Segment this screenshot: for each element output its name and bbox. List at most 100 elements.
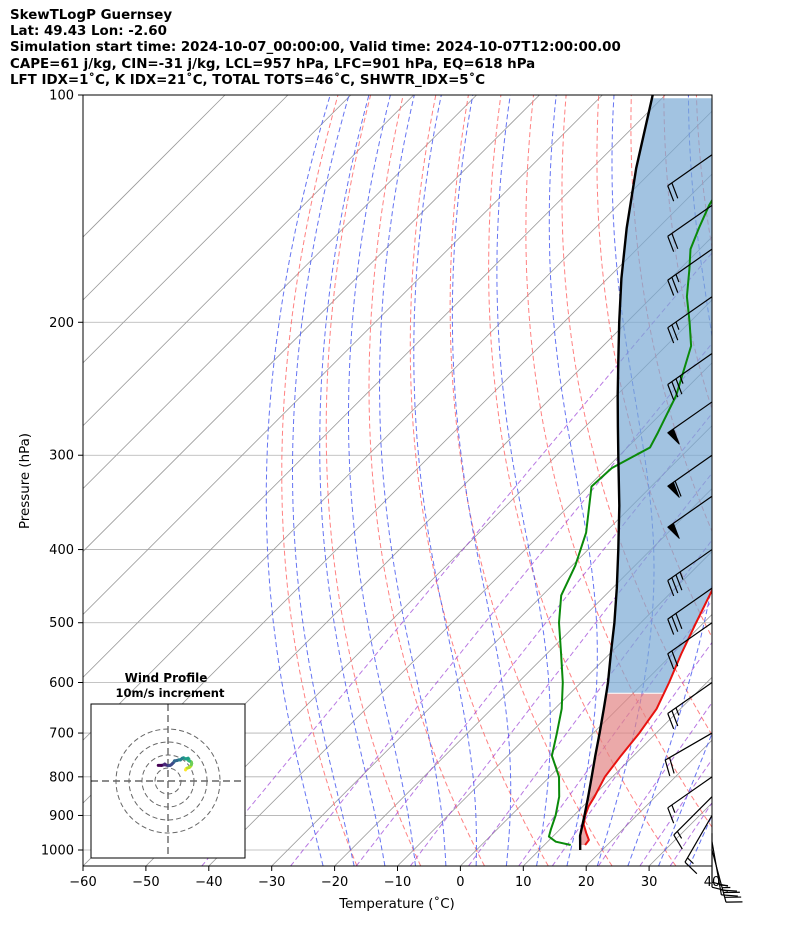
dry-adiabat (368, 95, 485, 866)
isotherm-gridline (397, 550, 712, 866)
wind-barb-full (671, 616, 679, 632)
mixing-ratio-line (639, 758, 712, 866)
wind-barb-staff (667, 154, 713, 187)
wind-barb-half (679, 571, 684, 580)
dry-adiabat (729, 95, 794, 866)
y-tick-label: 1000 (41, 844, 74, 859)
wind-barb-full (667, 185, 675, 202)
wind-barb-staff (667, 204, 713, 237)
moist-adiabat (413, 95, 477, 866)
wind-barb-full (664, 759, 671, 777)
mixing-ratio-line (468, 539, 712, 866)
wind-barb-full (671, 182, 679, 199)
wind-barb-staff (667, 248, 713, 281)
x-axis-label: Temperature (˚C) (338, 895, 455, 912)
x-tick-label: 30 (641, 875, 658, 890)
isotherm-gridline (83, 95, 477, 490)
wind-barb-flag (667, 481, 680, 498)
wind-barb-full (667, 384, 675, 401)
y-tick-label: 900 (49, 809, 74, 824)
isotherm-gridline (83, 95, 666, 678)
y-tick-label: 400 (49, 543, 74, 558)
wind-barb-full (667, 618, 675, 635)
wind-barb-flag (667, 428, 680, 445)
x-tick-label: −30 (258, 875, 285, 890)
wind-barb-staff (667, 549, 713, 582)
y-tick-label: 600 (49, 676, 74, 691)
y-tick-label: 200 (49, 316, 74, 331)
moist-adiabat (319, 95, 386, 866)
isotherm-gridline (775, 95, 794, 866)
wind-barb-staff (667, 682, 713, 714)
hodograph-subtitle: 10m/s increment (116, 686, 225, 700)
wind-barb-staff (711, 849, 727, 903)
y-tick-label: 500 (49, 616, 74, 631)
isotherm-gridline (83, 95, 226, 238)
isotherm-gridline (145, 299, 712, 866)
isotherm-gridline (711, 865, 712, 866)
chart-title-line-2: Lat: 49.43 Lon: -2.60 (10, 24, 167, 39)
wind-barb-staff (667, 587, 713, 620)
moist-adiabat (265, 95, 331, 866)
dry-adiabat (281, 95, 358, 866)
wind-barb-half (676, 831, 683, 839)
wind-barb-full (673, 834, 683, 850)
wind-barb-full (667, 807, 675, 824)
x-tick-label: −40 (195, 875, 222, 890)
wind-barb-staff (667, 401, 713, 434)
chart-title-line-1: SkewTLogP Guernsey (10, 8, 173, 23)
moist-adiabat (548, 95, 598, 866)
moist-adiabat (451, 95, 512, 866)
wind-barb-half (679, 375, 684, 384)
wind-barb-staff (684, 815, 713, 863)
wind-barb-staff (667, 776, 713, 809)
mixing-ratio-line (597, 701, 712, 866)
x-tick-label: −20 (321, 875, 348, 890)
isotherm-gridline (83, 95, 352, 364)
isotherm-gridline (208, 362, 712, 866)
y-axis-label: Pressure (hPa) (18, 433, 33, 529)
y-tick-label: 700 (49, 727, 74, 742)
isotherm-gridline (334, 488, 712, 866)
moist-adiabat (378, 95, 447, 866)
dry-adiabat (409, 95, 549, 866)
wind-barb (667, 587, 713, 635)
y-tick-label: 300 (49, 449, 74, 464)
wind-barb (667, 296, 713, 344)
wind-barb (667, 353, 713, 401)
moist-adiabat (658, 731, 712, 866)
wind-barb-staff (711, 841, 722, 895)
wind-barb-full (667, 713, 675, 730)
isotherm-gridline (83, 95, 540, 553)
wind-barb-full (674, 480, 682, 497)
wind-barb-staff (664, 732, 713, 761)
dewpoint-profile-line (547, 198, 712, 846)
x-tick-label: 40 (704, 875, 721, 890)
wind-barb-staff (667, 622, 713, 655)
wind-barb-full (671, 650, 679, 667)
wind-barb-full (675, 574, 683, 591)
wind-barb-full (667, 236, 675, 252)
isotherm-gridline (83, 95, 414, 427)
wind-barb-full (671, 381, 679, 398)
hodograph-frame (90, 703, 246, 859)
wind-barb-full (671, 324, 679, 341)
moist-adiabat (292, 95, 355, 866)
chart-title-line-5: LFT IDX=1˚C, K IDX=21˚C, TOTAL TOTS=46˚C… (10, 73, 486, 88)
isotherm-gridline (83, 95, 289, 301)
moist-adiabat (720, 95, 794, 866)
dry-adiabat (449, 95, 613, 866)
dry-adiabat (762, 95, 794, 866)
wind-barb-full (711, 881, 729, 887)
wind-barb-half (675, 274, 680, 283)
x-tick-label: −50 (132, 875, 159, 890)
wind-barb-full (668, 757, 675, 774)
mixing-ratio-line (551, 641, 712, 866)
wind-barb-full (721, 894, 738, 897)
parcel-profile-line (578, 95, 654, 851)
wind-barb (667, 682, 713, 730)
wind-barb-staff (667, 296, 713, 329)
x-tick-label: 20 (578, 875, 595, 890)
mixing-ratio-line (290, 342, 712, 866)
isotherm-gridline (271, 425, 712, 866)
